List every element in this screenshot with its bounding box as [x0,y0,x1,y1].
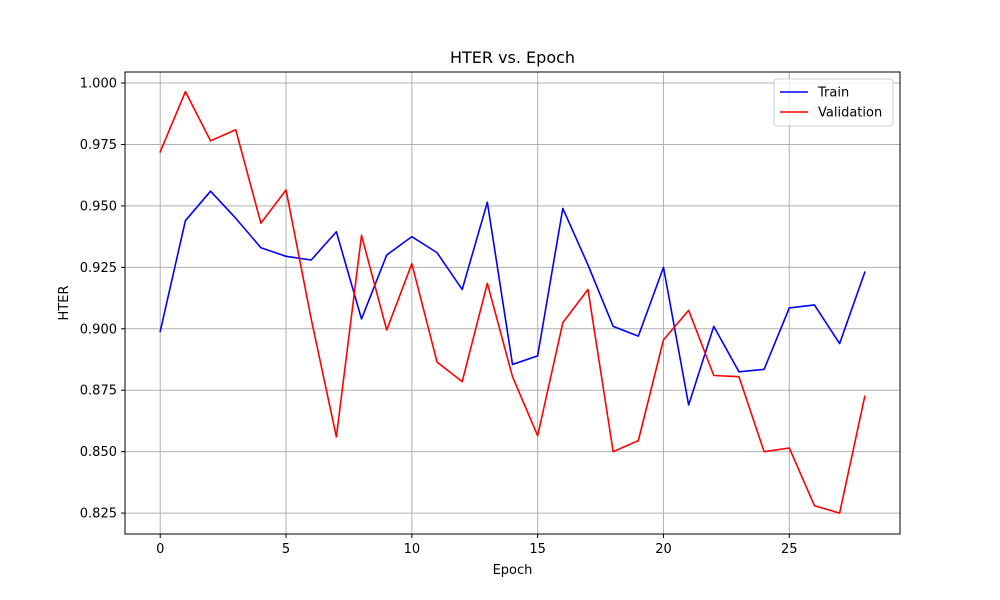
legend-label-train: Train [817,86,849,101]
x-tick-label: 0 [156,542,164,557]
y-tick-label: 0.950 [80,199,117,214]
axis-ticks: 0 5 10 15 20 25 0.825 0.850 0.875 0.900 0.925 0.950… [80,77,798,557]
series-lines [159,90,866,514]
x-tick-label: 15 [529,542,546,557]
y-tick-label: 0.925 [80,261,117,276]
y-tick-label: 0.900 [80,322,117,337]
x-tick-label: 20 [655,542,672,557]
plot-frame [124,71,901,535]
x-tick-label: 5 [282,542,290,557]
legend-label-validation: Validation [818,106,882,121]
chart-title: HTER vs. Epoch [450,48,575,67]
y-tick-label: 0.975 [80,138,117,153]
y-tick-label: 1.000 [80,77,117,92]
grid-lines [125,72,900,534]
y-tick-label: 0.850 [80,445,117,460]
y-tick-label: 0.825 [80,507,117,522]
y-axis-label: HTER [57,286,72,321]
x-tick-label: 25 [781,542,798,557]
legend-box [773,78,894,127]
legend: Train Validation [773,78,894,127]
x-axis-label: Epoch [493,563,533,578]
series-line-train [159,190,866,406]
y-tick-label: 0.875 [80,384,117,399]
series-line-validation [159,90,866,514]
x-tick-label: 10 [404,542,421,557]
